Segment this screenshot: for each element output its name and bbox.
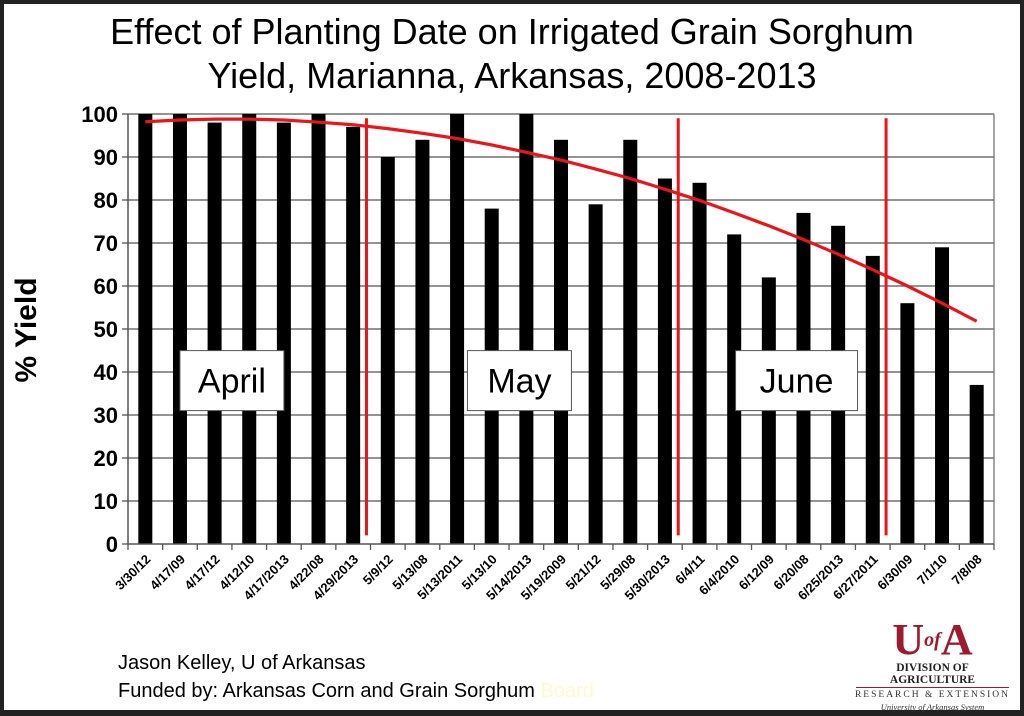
month-label: June <box>760 363 834 401</box>
month-label-box <box>735 350 859 412</box>
uofa-logo-mark: UofA <box>850 618 1015 662</box>
y-tick-label: 90 <box>94 145 118 170</box>
bar <box>415 139 430 545</box>
bar <box>865 255 880 544</box>
x-tick-label: 4/17/09 <box>147 552 188 593</box>
y-tick-label: 60 <box>94 274 118 299</box>
author-credit: Jason Kelley, U of Arkansas <box>118 652 366 674</box>
month-dividers <box>364 118 888 536</box>
x-tick-labels: 3/30/124/17/094/17/124/12/104/17/20134/2… <box>112 552 985 604</box>
y-tick-label: 100 <box>81 102 118 127</box>
y-tick-label: 70 <box>94 231 118 256</box>
logo-research-text: RESEARCH & EXTENSION <box>854 690 1011 700</box>
x-tick-label: 4/17/12 <box>181 552 222 593</box>
logo-system-text: University of Arkansas System <box>880 702 985 712</box>
axes <box>122 113 995 550</box>
x-tick-label: 3/30/12 <box>112 552 153 593</box>
month-label: April <box>198 363 266 401</box>
month-label-box <box>179 350 285 412</box>
bar <box>450 114 465 544</box>
funding-faded-text: Board <box>540 680 594 702</box>
bars <box>138 114 984 545</box>
bar <box>935 247 950 545</box>
bar-chart: April May June 0 10 20 30 40 50 60 70 80 90 100 3/30… <box>10 102 995 604</box>
y-tick-label: 20 <box>94 446 118 471</box>
x-tick-label: 6/30/09 <box>874 552 915 593</box>
bar <box>380 157 395 544</box>
chart-title-line-2: Yield, Marianna, Arkansas, 2008-2013 <box>207 55 817 96</box>
funding-text: Funded by: Arkansas Corn and Grain Sorgh… <box>118 680 535 702</box>
y-axis-label: % Yield <box>10 277 43 382</box>
y-tick-label: 0 <box>106 532 118 557</box>
chart-title: Effect of Planting Date on Irrigated Gra… <box>0 10 1024 98</box>
logo-division-text: DIVISION OF AGRICULTURE <box>856 662 1009 688</box>
trend-line-group <box>145 117 978 323</box>
y-tick-label: 10 <box>94 489 118 514</box>
y-tick-labels: 0 10 20 30 40 50 60 70 80 90 100 <box>81 102 118 557</box>
x-tick-label: 5/21/12 <box>562 552 603 593</box>
x-tick-label: 6/12/09 <box>736 552 777 593</box>
y-tick-label: 80 <box>94 188 118 213</box>
bar <box>692 182 707 545</box>
month-label: May <box>487 363 551 401</box>
month-label-box <box>466 350 572 412</box>
bar <box>900 303 915 544</box>
bar <box>242 114 257 544</box>
bar <box>311 114 326 544</box>
bar <box>519 114 534 544</box>
chart-title-line-1: Effect of Planting Date on Irrigated Gra… <box>110 11 914 52</box>
logo-of: of <box>924 629 941 651</box>
bar <box>554 139 568 545</box>
uofa-division-logo: UofA DIVISION OF AGRICULTURE RESEARCH & … <box>850 618 1015 712</box>
logo-a: A <box>940 615 973 664</box>
x-tick-label: 7/1/10 <box>914 552 950 588</box>
funding-credit: Funded by: Arkansas Corn and Grain Sorgh… <box>118 680 594 703</box>
x-tick-label: 7/8/08 <box>949 552 985 588</box>
month-labels: April May June <box>179 350 859 412</box>
bar <box>346 126 361 545</box>
y-tick-label: 40 <box>94 360 118 385</box>
bar <box>623 139 638 545</box>
bar <box>172 114 187 544</box>
y-tick-label: 30 <box>94 403 118 428</box>
bar <box>657 178 672 544</box>
bar <box>969 384 984 544</box>
bar <box>207 122 222 544</box>
bar <box>727 234 742 544</box>
bar <box>276 122 291 544</box>
logo-u: U <box>892 615 925 664</box>
bar <box>138 114 153 544</box>
trend-line <box>145 117 978 323</box>
bar <box>588 204 603 545</box>
y-tick-label: 50 <box>94 317 118 342</box>
